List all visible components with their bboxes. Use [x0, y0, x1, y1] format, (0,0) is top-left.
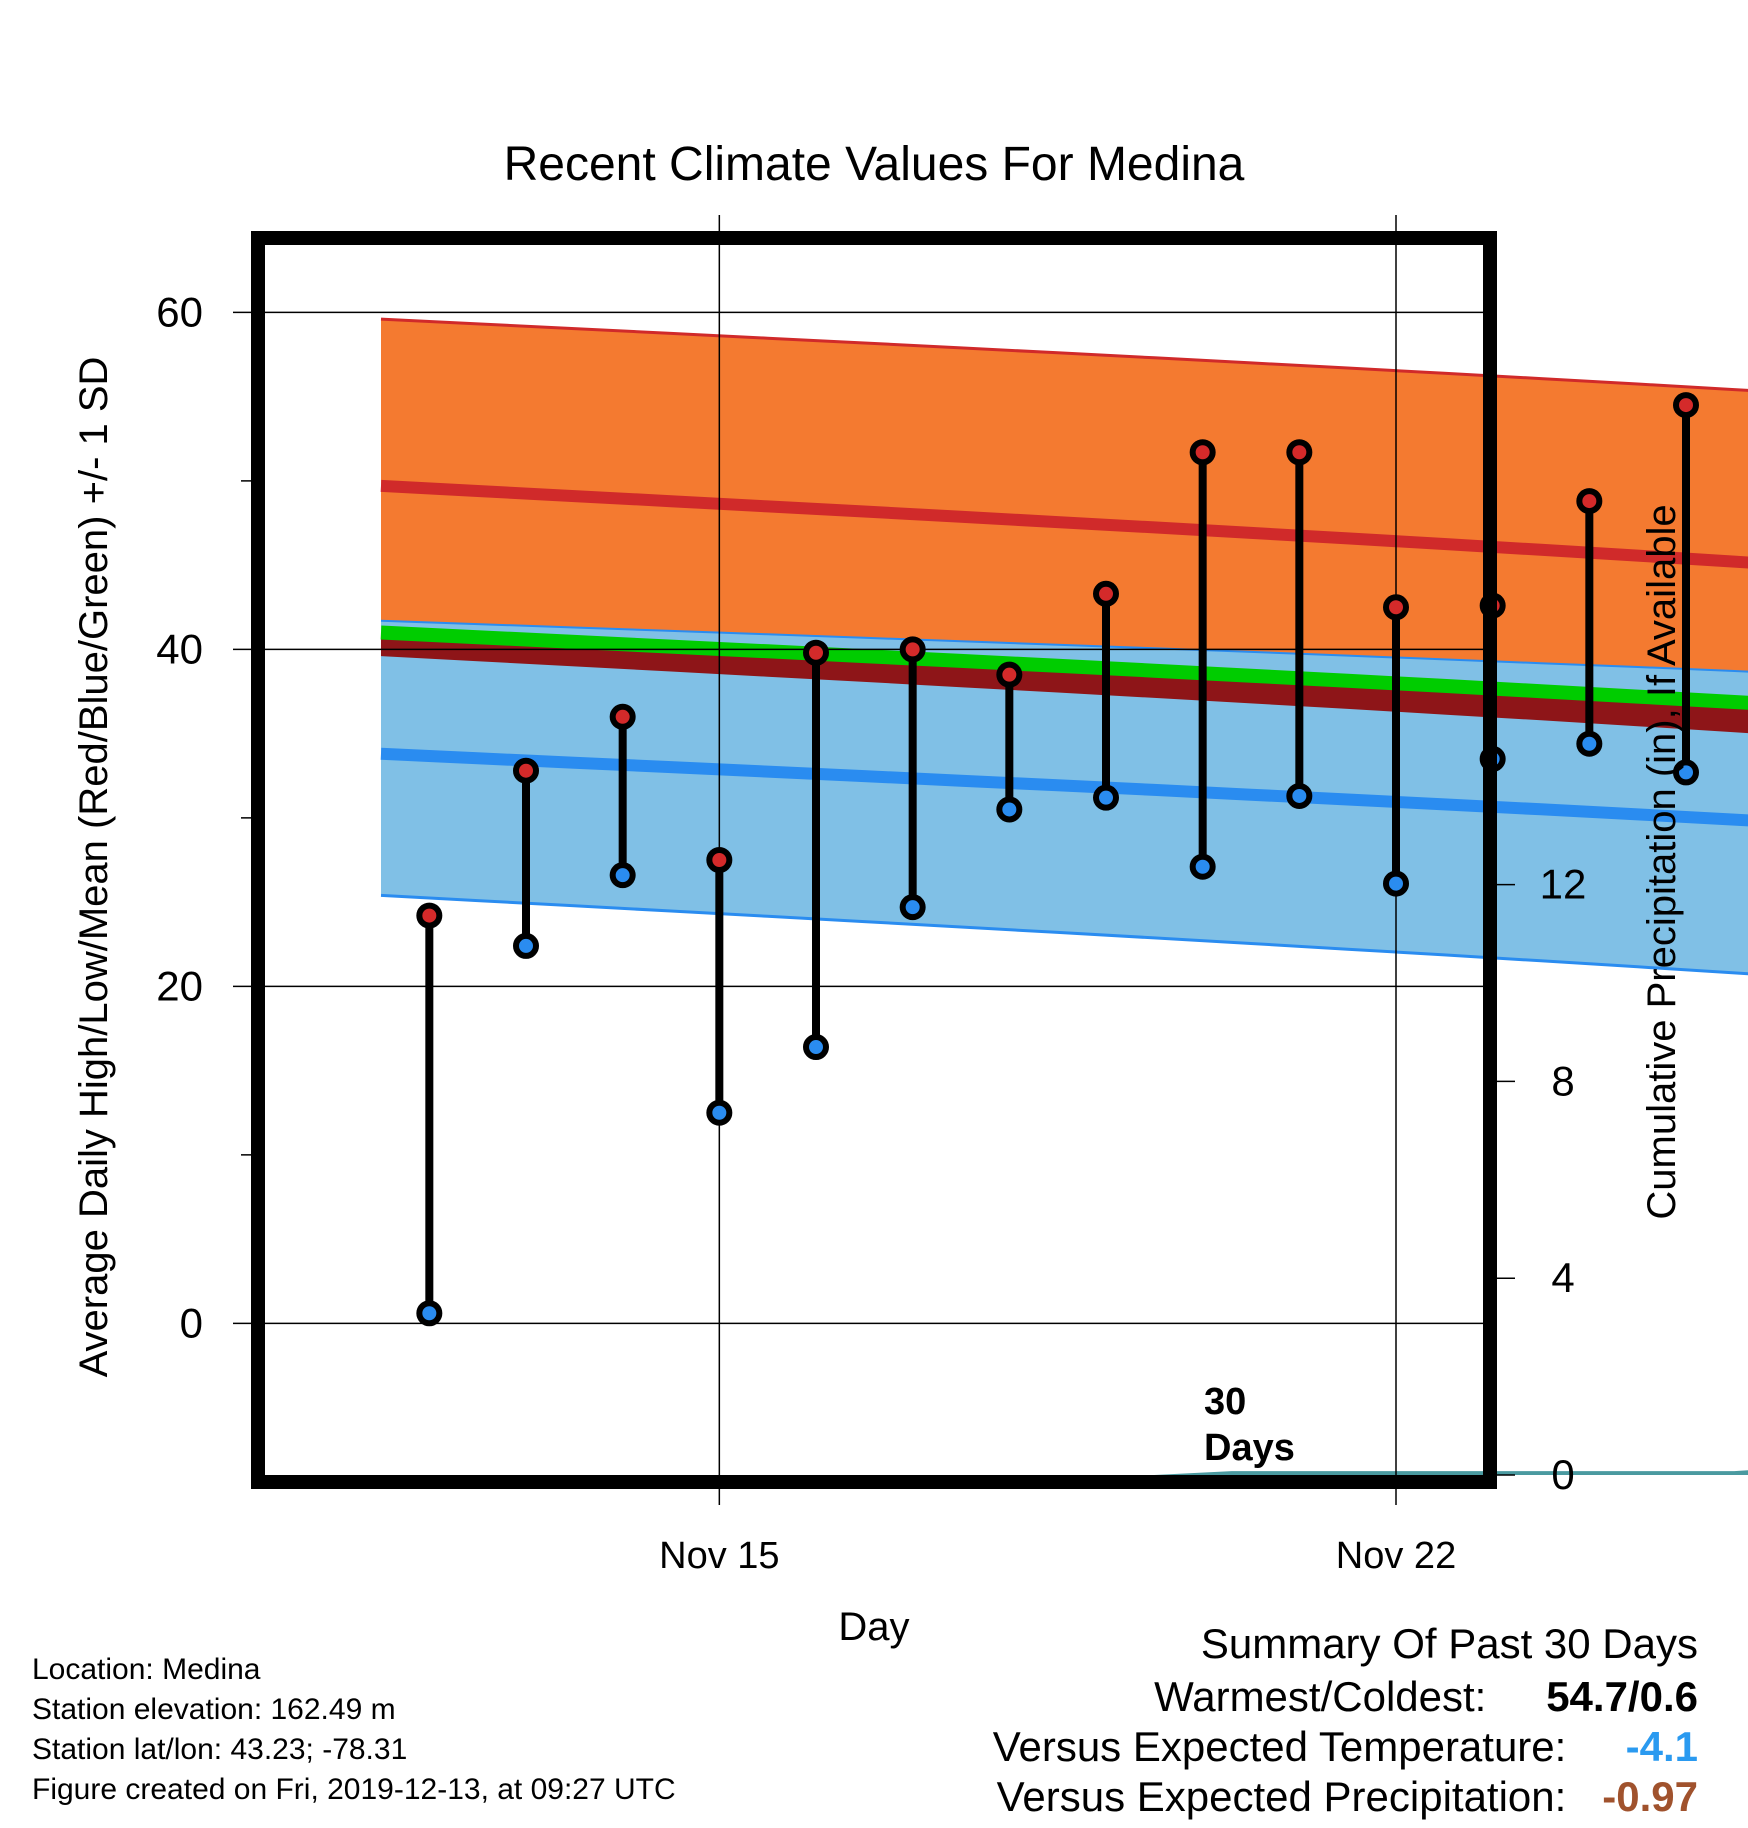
chart-title: Recent Climate Values For Medina — [504, 138, 1245, 191]
high-point — [899, 636, 926, 663]
y2-axis-label: Cumulative Precipitation (in), If Availa… — [1640, 504, 1684, 1219]
high-point — [1093, 580, 1119, 607]
y-tick-label: 0 — [180, 1299, 203, 1346]
info-created: Figure created on Fri, 2019-12-13, at 09… — [32, 1773, 676, 1806]
low-point — [706, 1099, 733, 1126]
station-info: Location: Medina Station elevation: 162.… — [32, 1650, 676, 1810]
low-point — [1189, 853, 1216, 880]
summary-precip-value: -0.97 — [1602, 1773, 1698, 1820]
high-point — [513, 757, 539, 784]
normal-low-line — [380, 747, 1748, 827]
low-point — [609, 862, 636, 889]
high-point — [609, 703, 636, 730]
high-point — [803, 639, 829, 666]
mean-sd-band — [381, 635, 1748, 734]
high-point — [996, 661, 1023, 688]
high-point — [1189, 439, 1216, 466]
y-tick-label: 60 — [156, 288, 203, 335]
normal-mean-line — [380, 625, 1748, 710]
y-tick-label: 40 — [156, 625, 203, 672]
today-days-label: Days — [1204, 1427, 1295, 1469]
x-tick-label: Nov 15 — [659, 1535, 779, 1577]
y2-tick-label: 4 — [1551, 1254, 1574, 1301]
low-upper-line — [380, 619, 1748, 673]
low-point — [1383, 870, 1409, 897]
summary-precip-row: Versus Expected Precipitation: -0.97 — [997, 1773, 1698, 1821]
high-point — [1576, 488, 1603, 515]
low-point — [996, 796, 1023, 823]
precip-area — [381, 1470, 1748, 1475]
low-point — [513, 932, 539, 959]
high-point — [416, 902, 443, 929]
summary-precip-label: Versus Expected Precipitation: — [996, 1773, 1567, 1820]
high-upper-line — [380, 317, 1748, 392]
x-tick-label: Nov 22 — [1336, 1535, 1456, 1577]
normal-bands — [380, 317, 1748, 976]
high-point — [1383, 594, 1409, 621]
precipitation-area — [381, 1470, 1748, 1475]
low-point — [1673, 759, 1699, 786]
y-axis-label: Average Daily High/Low/Mean (Red/Blue/Gr… — [72, 357, 116, 1378]
summary-temp-label: Versus Expected Temperature: — [992, 1723, 1567, 1770]
summary-temp-value: -4.1 — [1625, 1723, 1698, 1770]
summary-warm-value: 54.7/0.6 — [1546, 1673, 1698, 1720]
low-point — [1093, 784, 1119, 811]
low-lower-line — [380, 893, 1748, 976]
y2-tick-label: 8 — [1551, 1057, 1574, 1104]
daily-values — [416, 392, 1699, 1327]
summary-warm-label: Warmest/Coldest: — [1154, 1673, 1487, 1720]
x-axis-label: Day — [838, 1605, 909, 1649]
summary-heading: Summary Of Past 30 Days — [1200, 1620, 1698, 1667]
summary-warm-row: Warmest/Coldest: 54.7/0.6 — [1154, 1673, 1698, 1721]
low-point — [416, 1300, 443, 1327]
info-location: Location: Medina — [32, 1653, 261, 1686]
low-point — [1576, 730, 1603, 757]
high-sd-band — [381, 319, 1748, 672]
high-point — [1673, 392, 1699, 419]
low-point — [899, 894, 926, 921]
y-tick-label: 20 — [156, 962, 203, 1009]
info-latlon: Station lat/lon: 43.23; -78.31 — [32, 1733, 408, 1766]
high-point — [1286, 439, 1313, 466]
y2-tick-label: 0 — [1551, 1451, 1574, 1498]
low-point — [1286, 782, 1313, 809]
summary-temp-row: Versus Expected Temperature: -4.1 — [993, 1723, 1698, 1771]
today-days-count: 30 — [1204, 1381, 1246, 1423]
plot-frame — [251, 231, 1497, 1489]
y2-tick-label: 12 — [1540, 861, 1587, 908]
normal-high-line — [380, 479, 1748, 569]
info-elevation: Station elevation: 162.49 m — [32, 1693, 396, 1726]
grid-lines — [265, 245, 1483, 1475]
high-point — [706, 847, 733, 873]
low-point — [803, 1034, 829, 1061]
